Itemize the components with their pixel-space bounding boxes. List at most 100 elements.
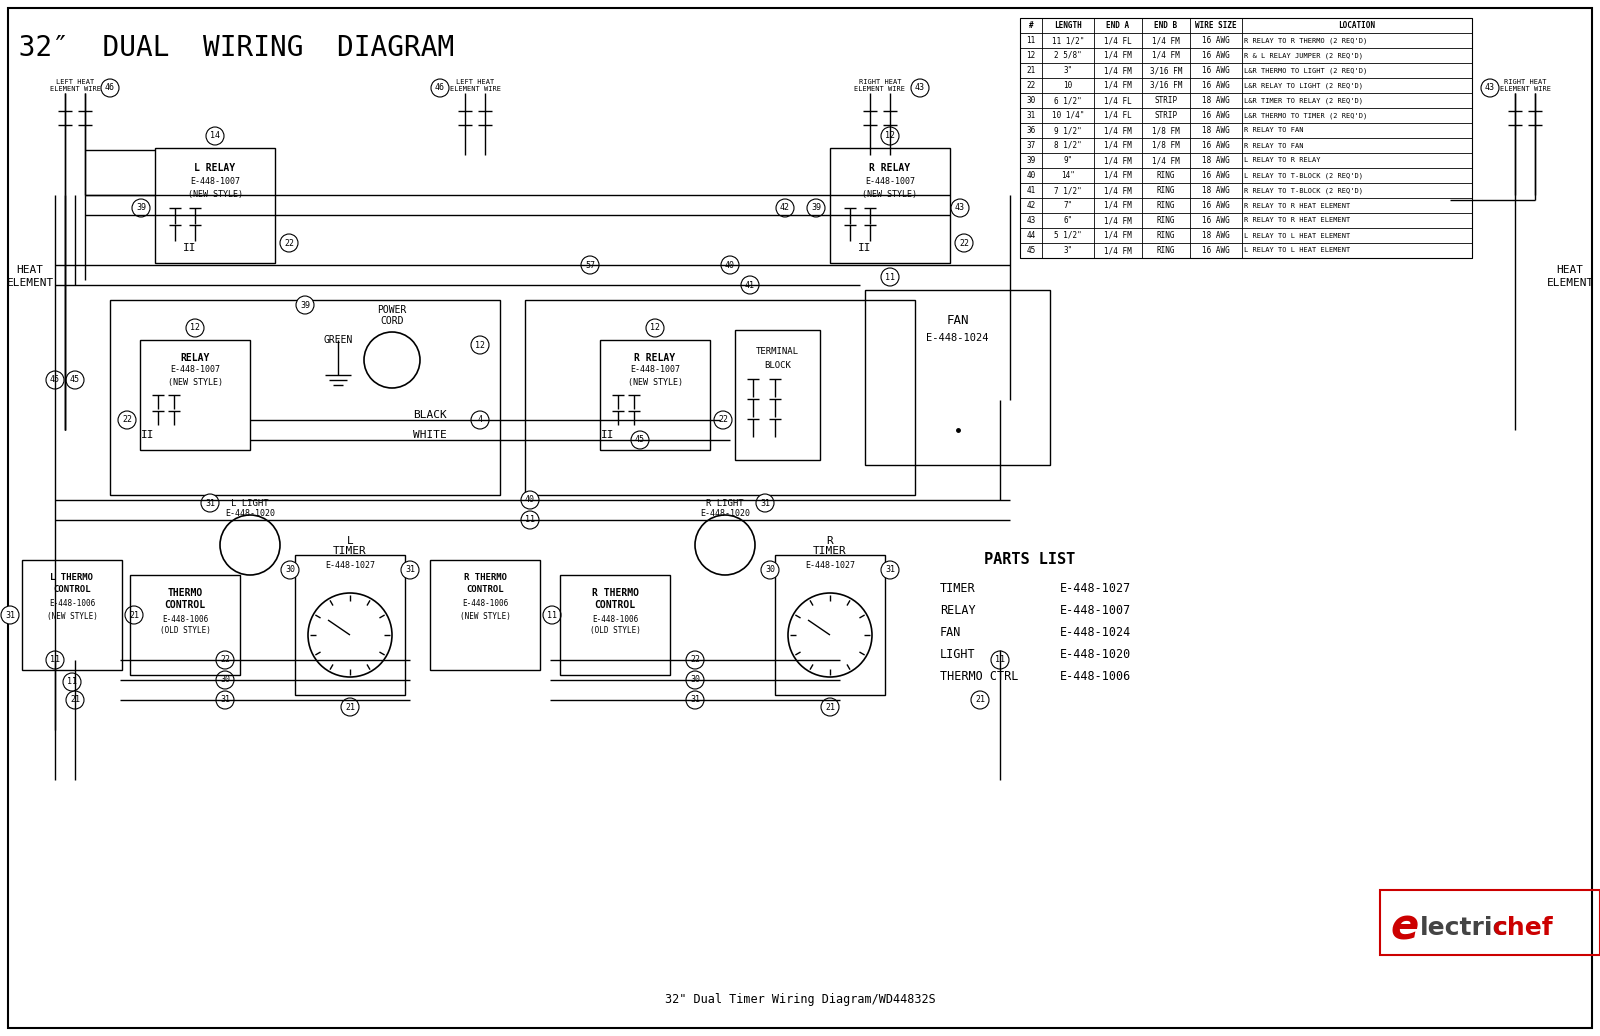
Text: TIMER: TIMER [333, 546, 366, 556]
Text: 40: 40 [725, 260, 734, 269]
Text: E-448-1024: E-448-1024 [926, 333, 989, 343]
Text: 1/4 FM: 1/4 FM [1104, 66, 1131, 75]
Text: #: # [1029, 21, 1034, 30]
Bar [830, 148, 950, 263]
Text: CONTROL: CONTROL [595, 600, 635, 610]
Text: 16 AWG: 16 AWG [1202, 36, 1230, 45]
Text: 11: 11 [1026, 36, 1035, 45]
Text: 8 1/2": 8 1/2" [1054, 141, 1082, 150]
Text: 11: 11 [50, 656, 61, 664]
Text: 22: 22 [958, 238, 970, 248]
Text: L RELAY TO L HEAT ELEMENT: L RELAY TO L HEAT ELEMENT [1245, 248, 1350, 254]
Circle shape [882, 268, 899, 286]
Text: E-448-1027: E-448-1027 [325, 560, 374, 570]
Bar [294, 555, 405, 695]
Circle shape [806, 199, 826, 217]
Text: 45: 45 [70, 375, 80, 384]
Circle shape [694, 515, 755, 575]
Circle shape [686, 691, 704, 709]
Text: L LIGHT: L LIGHT [230, 498, 269, 508]
Text: 41: 41 [1026, 186, 1035, 195]
Text: 43: 43 [1485, 84, 1494, 92]
Text: 1/4 FM: 1/4 FM [1104, 141, 1131, 150]
Bar [430, 560, 541, 670]
Text: II: II [184, 243, 197, 253]
Text: 36: 36 [1026, 126, 1035, 135]
Bar [110, 300, 499, 495]
Text: 9": 9" [1064, 156, 1072, 165]
Text: 16 AWG: 16 AWG [1202, 141, 1230, 150]
Text: L&R RELAY TO LIGHT (2 REQ'D): L&R RELAY TO LIGHT (2 REQ'D) [1245, 82, 1363, 89]
Circle shape [522, 491, 539, 509]
Text: lectric: lectric [1421, 916, 1509, 940]
Circle shape [66, 691, 83, 709]
Text: 7 1/2": 7 1/2" [1054, 186, 1082, 195]
Circle shape [955, 234, 973, 252]
Text: RING: RING [1157, 201, 1176, 210]
Text: ELEMENT WIRE: ELEMENT WIRE [854, 86, 906, 92]
Text: 1/8 FM: 1/8 FM [1152, 141, 1179, 150]
Text: BLACK: BLACK [413, 410, 446, 420]
Circle shape [221, 515, 280, 575]
Bar [130, 575, 240, 675]
Text: LENGTH: LENGTH [1054, 21, 1082, 30]
Circle shape [66, 371, 83, 388]
Text: 16 AWG: 16 AWG [1202, 66, 1230, 75]
Text: 22: 22 [1026, 81, 1035, 90]
Text: E-448-1027: E-448-1027 [805, 560, 854, 570]
Text: LOCATION: LOCATION [1339, 21, 1376, 30]
Text: (NEW STYLE): (NEW STYLE) [46, 611, 98, 621]
Text: R RELAY TO T-BLOCK (2 REQ'D): R RELAY TO T-BLOCK (2 REQ'D) [1245, 188, 1363, 194]
Text: 30: 30 [285, 566, 294, 575]
Text: 1/4 FM: 1/4 FM [1104, 171, 1131, 180]
Circle shape [341, 698, 358, 716]
Circle shape [365, 332, 419, 388]
Text: RELAY: RELAY [941, 604, 976, 616]
Bar [866, 290, 1050, 465]
Text: 18 AWG: 18 AWG [1202, 186, 1230, 195]
Circle shape [522, 511, 539, 529]
Circle shape [821, 698, 838, 716]
Text: 12: 12 [190, 323, 200, 333]
Text: THERMO: THERMO [168, 588, 203, 598]
Text: CORD: CORD [381, 316, 403, 326]
Text: STRIP: STRIP [1155, 96, 1178, 105]
Circle shape [402, 562, 419, 579]
Text: 16 AWG: 16 AWG [1202, 81, 1230, 90]
Text: E-448-1006: E-448-1006 [462, 600, 509, 608]
Text: 30: 30 [221, 675, 230, 685]
Text: 46: 46 [106, 84, 115, 92]
Text: 30: 30 [690, 675, 701, 685]
Circle shape [186, 319, 205, 337]
Text: ELEMENT: ELEMENT [1546, 278, 1594, 288]
Text: 1/4 FM: 1/4 FM [1104, 126, 1131, 135]
Text: E-448-1020: E-448-1020 [1059, 648, 1131, 661]
Text: L: L [347, 536, 354, 546]
Text: L RELAY TO R RELAY: L RELAY TO R RELAY [1245, 157, 1320, 164]
Text: 21: 21 [346, 702, 355, 712]
Text: 14: 14 [210, 132, 221, 141]
Text: R RELAY TO FAN: R RELAY TO FAN [1245, 143, 1304, 148]
Text: TIMER: TIMER [941, 581, 976, 595]
Text: 31: 31 [221, 695, 230, 704]
Text: II: II [602, 430, 614, 440]
Text: 37: 37 [1026, 141, 1035, 150]
Circle shape [686, 671, 704, 689]
Text: 31: 31 [5, 610, 14, 620]
Text: 12: 12 [475, 341, 485, 349]
Text: ELEMENT: ELEMENT [6, 278, 54, 288]
Text: R RELAY TO R HEAT ELEMENT: R RELAY TO R HEAT ELEMENT [1245, 202, 1350, 208]
Bar [155, 148, 275, 263]
Text: E-448-1006: E-448-1006 [592, 614, 638, 624]
Text: E-448-1006: E-448-1006 [162, 614, 208, 624]
Text: 32" Dual Timer Wiring Diagram/WD44832S: 32" Dual Timer Wiring Diagram/WD44832S [664, 994, 936, 1007]
Text: E-448-1020: E-448-1020 [701, 510, 750, 518]
Text: CONTROL: CONTROL [53, 585, 91, 595]
Text: 57: 57 [586, 260, 595, 269]
Text: (NEW STYLE): (NEW STYLE) [627, 378, 683, 387]
Text: R & L RELAY JUMPER (2 REQ'D): R & L RELAY JUMPER (2 REQ'D) [1245, 52, 1363, 59]
Text: E-448-1007: E-448-1007 [630, 366, 680, 374]
Text: RING: RING [1157, 231, 1176, 240]
Circle shape [722, 256, 739, 274]
Circle shape [125, 606, 142, 624]
